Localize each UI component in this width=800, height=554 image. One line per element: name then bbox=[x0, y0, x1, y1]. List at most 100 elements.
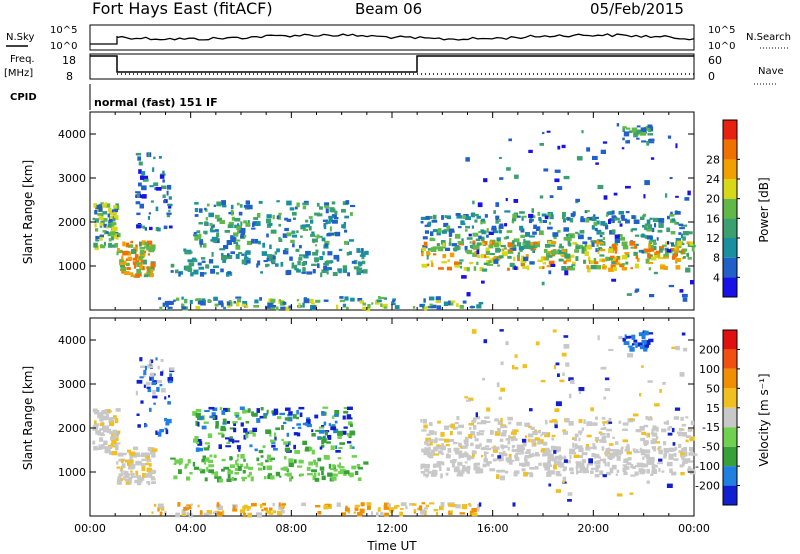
data-cell bbox=[151, 376, 154, 381]
data-cell bbox=[186, 512, 190, 515]
data-cell bbox=[671, 427, 675, 433]
data-cell bbox=[148, 212, 151, 215]
data-cell bbox=[456, 416, 460, 421]
data-cell bbox=[639, 345, 645, 350]
data-cell bbox=[230, 251, 235, 255]
data-cell bbox=[178, 271, 183, 275]
data-cell bbox=[237, 223, 240, 227]
data-cell bbox=[502, 430, 507, 433]
data-cell bbox=[228, 437, 233, 442]
data-cell bbox=[516, 254, 520, 259]
data-cell bbox=[151, 448, 158, 452]
data-cell bbox=[579, 432, 582, 436]
data-cell bbox=[225, 407, 231, 412]
data-cell bbox=[124, 471, 129, 475]
data-cell bbox=[144, 227, 147, 231]
data-cell bbox=[206, 510, 213, 515]
data-cell bbox=[491, 227, 497, 231]
data-cell bbox=[611, 244, 617, 247]
data-cell bbox=[645, 258, 650, 264]
data-cell bbox=[195, 409, 202, 413]
data-cell bbox=[571, 264, 576, 267]
data-cell bbox=[215, 425, 219, 429]
data-cell bbox=[220, 427, 227, 432]
data-cell bbox=[328, 217, 333, 223]
data-cell bbox=[138, 182, 142, 187]
data-cell bbox=[146, 481, 149, 484]
data-cell bbox=[674, 222, 680, 225]
data-cell bbox=[151, 246, 156, 251]
data-cell bbox=[625, 211, 630, 214]
data-cell bbox=[266, 257, 270, 262]
data-cell bbox=[292, 211, 297, 216]
data-cell bbox=[485, 447, 492, 451]
data-cell bbox=[548, 270, 552, 275]
data-cell bbox=[630, 228, 633, 233]
data-cell bbox=[323, 411, 327, 416]
data-cell bbox=[479, 430, 485, 433]
data-cell bbox=[461, 470, 465, 474]
data-cell bbox=[225, 445, 232, 448]
data-cell bbox=[96, 447, 101, 450]
data-cell bbox=[257, 463, 263, 466]
data-cell bbox=[330, 445, 335, 450]
colorbar-segment bbox=[723, 388, 737, 408]
data-cell bbox=[320, 272, 323, 278]
data-cell bbox=[476, 507, 480, 512]
data-cell bbox=[438, 450, 443, 455]
data-cell bbox=[405, 505, 408, 510]
data-cell bbox=[214, 474, 218, 478]
data-cell bbox=[563, 431, 568, 435]
data-cell bbox=[300, 235, 303, 238]
data-cell bbox=[501, 445, 508, 449]
data-cell bbox=[535, 242, 540, 248]
data-cell bbox=[606, 428, 612, 432]
data-cell bbox=[139, 357, 143, 362]
data-cell bbox=[213, 454, 217, 458]
data-cell bbox=[155, 206, 159, 212]
data-cell bbox=[294, 268, 299, 271]
data-cell bbox=[427, 439, 432, 443]
data-cell bbox=[269, 305, 276, 310]
data-cell bbox=[144, 424, 148, 427]
data-cell bbox=[256, 408, 260, 413]
data-cell bbox=[150, 262, 156, 268]
data-cell bbox=[513, 435, 516, 440]
data-cell bbox=[207, 445, 210, 449]
data-cell bbox=[120, 267, 127, 272]
data-cell bbox=[262, 502, 266, 506]
data-cell bbox=[236, 302, 240, 307]
data-cell bbox=[652, 217, 659, 223]
data-cell bbox=[243, 204, 250, 208]
data-cell bbox=[245, 222, 251, 227]
data-cell bbox=[578, 387, 585, 392]
data-cell bbox=[134, 452, 140, 458]
data-cell bbox=[275, 471, 280, 475]
data-cell bbox=[509, 459, 515, 462]
data-cell bbox=[338, 446, 343, 450]
data-cell bbox=[96, 204, 103, 210]
data-cell bbox=[273, 412, 279, 415]
data-cell bbox=[645, 235, 648, 239]
data-cell bbox=[326, 441, 331, 444]
data-cell bbox=[107, 223, 112, 228]
data-cell bbox=[267, 475, 272, 480]
data-cell bbox=[109, 215, 113, 219]
data-cell bbox=[282, 509, 285, 514]
data-cell bbox=[118, 249, 123, 254]
data-cell bbox=[218, 444, 222, 449]
velocity-colorbar-label: Velocity [m s⁻¹] bbox=[757, 373, 771, 466]
data-cell bbox=[230, 237, 236, 242]
data-cell bbox=[569, 451, 575, 455]
data-cell bbox=[276, 215, 280, 219]
data-cell bbox=[241, 303, 247, 307]
data-cell bbox=[219, 407, 223, 410]
data-cell bbox=[421, 429, 427, 432]
data-cell bbox=[137, 271, 142, 277]
data-cell bbox=[538, 217, 542, 221]
data-cell bbox=[487, 263, 494, 266]
data-cell bbox=[317, 457, 322, 462]
data-cell bbox=[240, 454, 245, 459]
colorbar-tick-label: 20 bbox=[706, 193, 720, 206]
